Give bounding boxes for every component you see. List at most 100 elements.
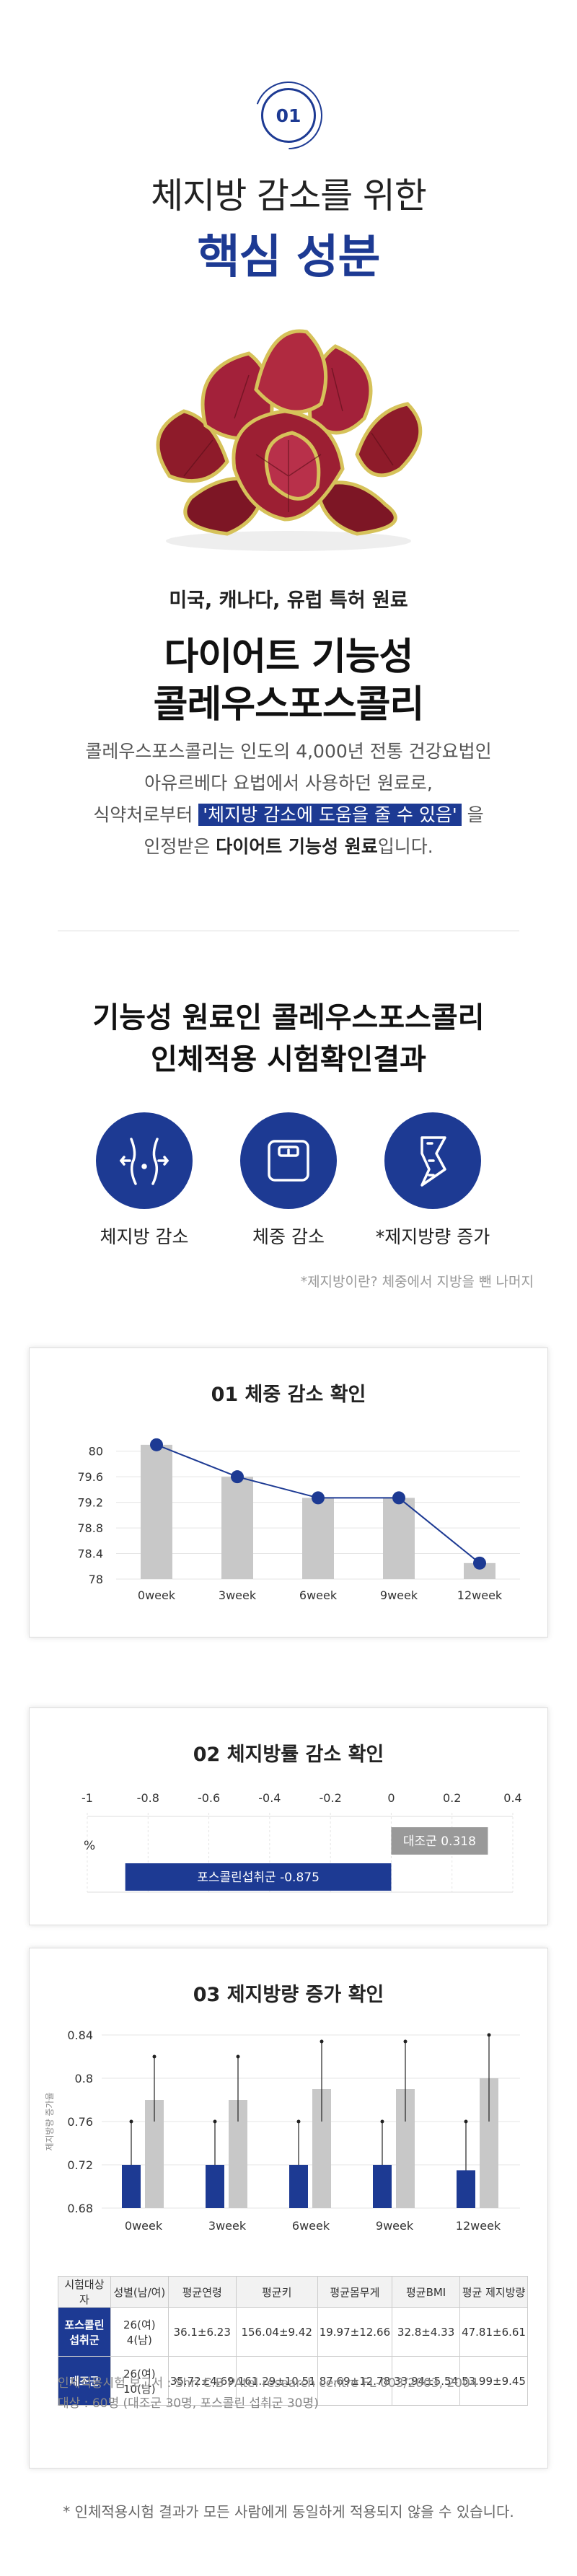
desc-line3-pre: 식약처로부터 [93,804,199,825]
y-tick-label: 78.8 [77,1521,103,1535]
x-tick-label: 0week [125,2219,163,2233]
desc-highlight: '체지방 감소에 도움을 줄 수 있음' [198,804,462,826]
table-row: 포스콜린 섭취군 26(여) 4(남) 36.1±6.23 156.04±9.4… [58,2307,528,2357]
chart1-title: 01 체중 감소 확인 [211,1384,366,1406]
chart-bar [221,1477,253,1579]
y-tick-label: 79.6 [77,1470,103,1484]
table-header: 평균BMI [392,2276,461,2308]
icon-label-lean-mass: *제지방량 증가 [375,1226,490,1247]
table-cell: 161.29±10.51 [235,2356,318,2406]
x-tick-label: 0week [138,1588,176,1602]
ingredient-name-line1: 다이어트 기능성 [164,636,414,679]
chart-card-body-fat: 02 체지방률 감소 확인 -1 -0.8 -0.6 -0.4 -0.2 0 0.2 0.4%… [29,1707,548,1925]
chart-bar [206,2165,224,2208]
y-tick-label: 78 [89,1573,103,1586]
desc-line4-post: 입니다. [377,836,433,857]
table-cell: 26(여) 4(남) [110,2307,169,2357]
y-tick-label: 0.68 [67,2202,93,2215]
x-tick-label: 6week [299,1588,338,1602]
table-cell: 32.8±4.33 [392,2307,461,2357]
error-bar-cap [296,2119,301,2124]
x-tick-label: -0.4 [258,1791,281,1805]
chart-bar [302,1498,334,1579]
table-header-row: 시험대상자 성별(남/여) 평균연령 평균키 평균몸무게 평균BMI 평균 제지… [58,2276,528,2308]
table-header: 평균몸무게 [317,2276,393,2308]
table-cell: 19.97±12.66 [317,2307,393,2357]
x-tick-label: 9week [376,2219,414,2233]
icon-label-weight: 체중 감소 [252,1226,325,1247]
table-cell-group: 대조군 [58,2356,111,2406]
trial-title-line2: 인체적용 시험확인결과 [151,1043,426,1076]
badge-arc [255,82,322,149]
y-tick-label: 0.84 [67,2028,93,2042]
icon-label-body-fat: 체지방 감소 [100,1226,189,1247]
tape-measure-icon [384,1112,481,1209]
table-cell: 87.69±12.78 [317,2356,393,2406]
y-tick-label: 79.2 [77,1496,103,1510]
lean-mass-note: *제지방이란? 체중에서 지방을 뺀 나머지 [300,1274,534,1290]
desc-line1: 콜레우스포스콜리는 인도의 4,000년 전통 건강요법인 [85,741,492,762]
section-title-line2: 핵심 성분 [197,231,381,284]
ingredient-description: 콜레우스포스콜리는 인도의 4,000년 전통 건강요법인 아유르베다 요법에서… [0,736,577,863]
chart-bar [373,2165,392,2208]
x-tick-label: -0.8 [137,1791,159,1805]
disclaimer-footnote: * 인체적용시험 결과가 모든 사람에게 동일하게 적용되지 않을 수 있습니다… [63,2503,514,2520]
chart-bar [122,2165,141,2208]
error-bar-cap [213,2119,217,2124]
y-tick-label: 0.76 [67,2115,93,2129]
chart-point [231,1470,244,1484]
desc-line4-bold: 다이어트 기능성 원료 [216,836,378,857]
error-bar-cap [380,2119,384,2124]
table-header: 평균키 [235,2276,318,2308]
x-tick-label: 0.4 [503,1791,521,1805]
error-bar-cap [487,2033,491,2037]
chart-bar [457,2170,475,2208]
y-tick-label: 0.72 [67,2158,93,2172]
chart2-svg: -1 -0.8 -0.6 -0.4 -0.2 0 0.2 0.4% 포스콜린섭취군 -0.875… [82,1791,522,1893]
chart-point [392,1491,405,1505]
table-header: 평균 제지방량 [459,2276,528,2308]
chart3-svg: 0.84 0.8 0.76 0.72 0.68 제지방량 증가율 0week 3week 6we… [45,2028,520,2233]
bar-label-treatment: 포스콜린섭취군 -0.875 [197,1871,320,1885]
table-header: 성별(남/여) [110,2276,169,2308]
table-cell-group: 포스콜린 섭취군 [58,2307,111,2357]
error-bar-cap [152,2054,157,2059]
error-bar-cap [129,2119,133,2124]
unit-label: % [84,1839,95,1853]
x-tick-label: 6week [292,2219,330,2233]
bar-label-control: 대조군 0.318 [403,1834,476,1849]
x-tick-label: 0.2 [443,1791,461,1805]
x-tick-label: -1 [82,1791,93,1805]
chart1-svg: 80 79.6 79.2 78.8 78.4 78 0week 3week 6week 9week… [77,1438,520,1602]
y-tick-label: 78.4 [77,1547,103,1561]
chart2-title: 02 체지방률 감소 확인 [193,1744,384,1766]
x-tick-label: 9week [380,1588,418,1602]
section-number-badge: 01 [261,88,316,143]
x-tick-label: 3week [219,1588,257,1602]
table-cell: 53.99±9.45 [459,2356,528,2406]
waist-icon [96,1112,193,1209]
table-cell: 47.81±6.61 [459,2307,528,2357]
chart-card-weight: 01 체중 감소 확인 80 79.6 79.2 78.8 78.4 78 0week 3we… [29,1348,548,1638]
error-bar-cap [464,2119,468,2124]
table-header: 평균연령 [167,2276,237,2308]
ingredient-origin: 미국, 캐나다, 유럽 특허 원료 [169,589,408,612]
report-line1: 인체적용시험 보고서 : Shri C.B PAtel research cen… [58,2376,478,2391]
chart-bar-control [391,1827,488,1855]
desc-line4: 인정받은 다이어트 기능성 원료입니다. [0,831,577,863]
error-bar-cap [403,2039,408,2044]
chart-bar [383,1498,415,1579]
chart-bar [141,1444,172,1579]
scale-icon [240,1112,337,1209]
y-tick-label: 80 [89,1445,103,1459]
section-title-line1: 체지방 감소를 위한 [151,175,427,216]
report-line2: 대상 : 60명 (대조군 30명, 포스콜린 섭취군 30명) [58,2396,319,2411]
table-cell: 35.72±4.69 [167,2356,237,2406]
x-tick-label: 3week [208,2219,247,2233]
trial-title-line1: 기능성 원료인 콜레우스포스콜리 [92,1001,485,1034]
error-bar-cap [320,2039,324,2044]
y-tick-label: 0.8 [75,2072,93,2085]
x-tick-label: 12week [457,1588,503,1602]
chart-point [473,1556,486,1570]
